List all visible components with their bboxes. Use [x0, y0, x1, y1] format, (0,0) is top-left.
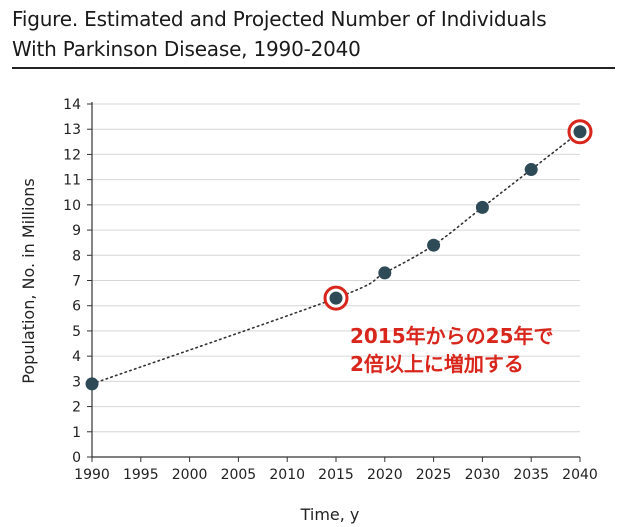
x-tick-label-2015: 2015 — [318, 467, 354, 483]
data-point-2025 — [427, 238, 441, 252]
x-tick-label-1990: 1990 — [74, 467, 110, 483]
chart-title-line1: Figure. Estimated and Projected Number o… — [12, 7, 547, 31]
x-tick-label-2040: 2040 — [562, 467, 598, 483]
data-point-2035 — [524, 163, 538, 177]
y-tick-label-5: 5 — [72, 324, 81, 340]
x-tick-label-2035: 2035 — [513, 467, 549, 483]
x-tick-label-2030: 2030 — [465, 467, 501, 483]
y-tick-label-7: 7 — [72, 274, 81, 290]
y-tick-label-2: 2 — [72, 400, 81, 416]
y-tick-label-12: 12 — [63, 147, 81, 163]
data-point-1990 — [85, 377, 99, 391]
title-rule — [12, 67, 615, 69]
data-point-2040 — [573, 125, 587, 139]
x-tick-label-2010: 2010 — [269, 467, 305, 483]
y-tick-label-6: 6 — [72, 299, 81, 315]
y-tick-label-13: 13 — [63, 122, 81, 138]
y-tick-label-4: 4 — [72, 349, 81, 365]
x-axis-title: Time, y — [300, 505, 360, 524]
data-point-2030 — [475, 200, 489, 214]
x-tick-label-2025: 2025 — [416, 467, 452, 483]
data-points — [85, 125, 587, 391]
y-tick-label-10: 10 — [63, 198, 81, 214]
annotation-line2: 2倍以上に増加する — [350, 352, 524, 376]
chart-title-line2: With Parkinson Disease, 1990-2040 — [12, 37, 361, 61]
x-tick-label-2005: 2005 — [221, 467, 257, 483]
data-point-2015 — [329, 291, 343, 305]
y-tick-label-8: 8 — [72, 248, 81, 264]
y-tick-label-1: 1 — [72, 425, 81, 441]
x-tick-label-2020: 2020 — [367, 467, 403, 483]
y-axis-title: Population, No. in Millions — [19, 178, 38, 383]
axes — [87, 102, 581, 462]
x-tick-labels: 1990 1995 2000 2005 2010 2015 2020 2025 2030 2035… — [74, 467, 598, 483]
y-tick-label-9: 9 — [72, 223, 81, 239]
annotation-line1: 2015年からの25年で — [350, 324, 554, 348]
y-tick-label-3: 3 — [72, 374, 81, 390]
grid-lines — [92, 103, 580, 433]
x-tick-label-2000: 2000 — [172, 467, 208, 483]
y-tick-label-0: 0 — [72, 450, 81, 466]
data-point-2020 — [378, 266, 392, 280]
x-tick-label-1995: 1995 — [123, 467, 159, 483]
chart-title: Figure. Estimated and Projected Number o… — [12, 4, 622, 64]
y-tick-label-14: 14 — [63, 97, 81, 113]
y-tick-label-11: 11 — [63, 173, 81, 189]
